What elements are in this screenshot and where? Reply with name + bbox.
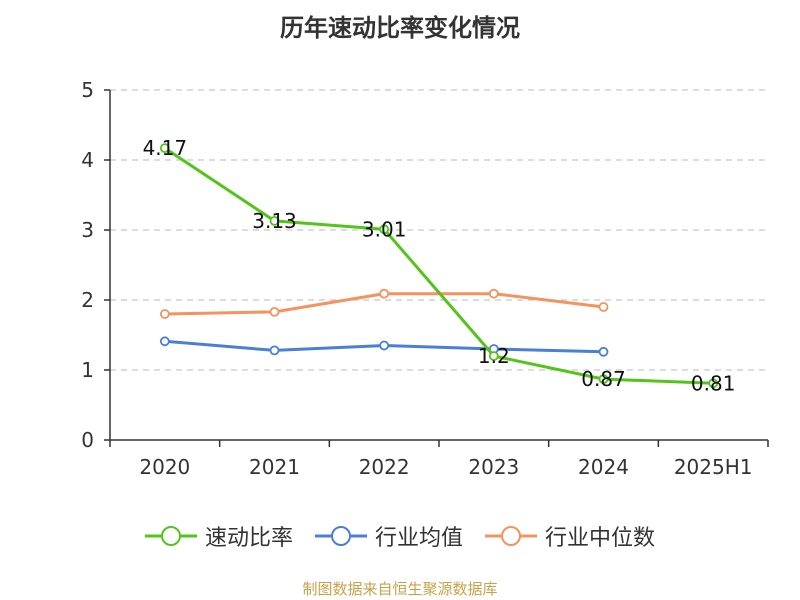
data-point	[379, 224, 390, 235]
data-point	[159, 336, 170, 347]
data-point	[598, 346, 609, 357]
data-point	[488, 288, 499, 299]
legend-marker	[160, 526, 181, 546]
data-labels: 4.17 3.13 3.01 1.2 0.87 0.81	[143, 136, 736, 395]
data-point	[159, 143, 170, 154]
y-tick-label: 2	[81, 288, 94, 312]
chart-title: 历年速动比率变化情况	[280, 14, 520, 42]
legend-label: 行业均值	[374, 526, 463, 551]
data-point	[598, 302, 609, 312]
data-label: 1.2	[478, 344, 510, 368]
x-tick-label: 2023	[468, 455, 519, 479]
data-point	[269, 306, 280, 317]
y-tick-label: 0	[81, 428, 94, 452]
legend-symbol	[144, 526, 197, 546]
x-tick-label: 2021	[249, 455, 300, 479]
data-point	[269, 215, 280, 226]
legend-marker	[330, 526, 351, 546]
data-point	[708, 378, 719, 389]
data-point	[379, 340, 390, 351]
x-tick-label: 2022	[359, 455, 410, 479]
y-tick-label: 4	[81, 148, 94, 172]
y-tick-label: 3	[81, 218, 94, 242]
legend-label: 行业中位数	[545, 526, 656, 551]
series-line	[164, 146, 714, 385]
data-label: 0.87	[581, 367, 626, 391]
legend-symbol	[314, 526, 367, 546]
data-label: 3.01	[362, 217, 407, 241]
legend: 速动比率 行业均值 行业中位数	[0, 520, 800, 552]
legend-item[interactable]: 速动比率	[144, 520, 293, 552]
data-point	[269, 345, 280, 356]
y-tick-label: 1	[81, 358, 94, 382]
series-lines	[159, 143, 719, 389]
source-note: 制图数据来自恒生聚源数据库	[302, 580, 498, 598]
axes: 0 1 2 3 4 5 2020 2021 2022 2023 2024 2025H1	[81, 78, 769, 479]
data-label: 0.81	[691, 371, 736, 395]
data-label: 3.13	[252, 209, 297, 233]
data-point	[159, 309, 170, 319]
legend-label: 速动比率	[204, 526, 293, 551]
data-point	[379, 288, 390, 299]
legend-marker	[501, 526, 521, 546]
data-label: 4.17	[143, 136, 188, 160]
legend-item[interactable]: 行业均值	[314, 520, 463, 552]
x-tick-label: 2025H1	[674, 455, 753, 479]
legend-symbol	[485, 526, 537, 546]
x-tick-label: 2024	[578, 455, 629, 479]
data-point	[598, 374, 609, 385]
y-tick-label: 5	[81, 78, 94, 102]
grid-lines	[110, 89, 768, 371]
data-point	[488, 351, 499, 361]
x-tick-label: 2020	[139, 455, 190, 479]
legend-item[interactable]: 行业中位数	[485, 520, 655, 552]
